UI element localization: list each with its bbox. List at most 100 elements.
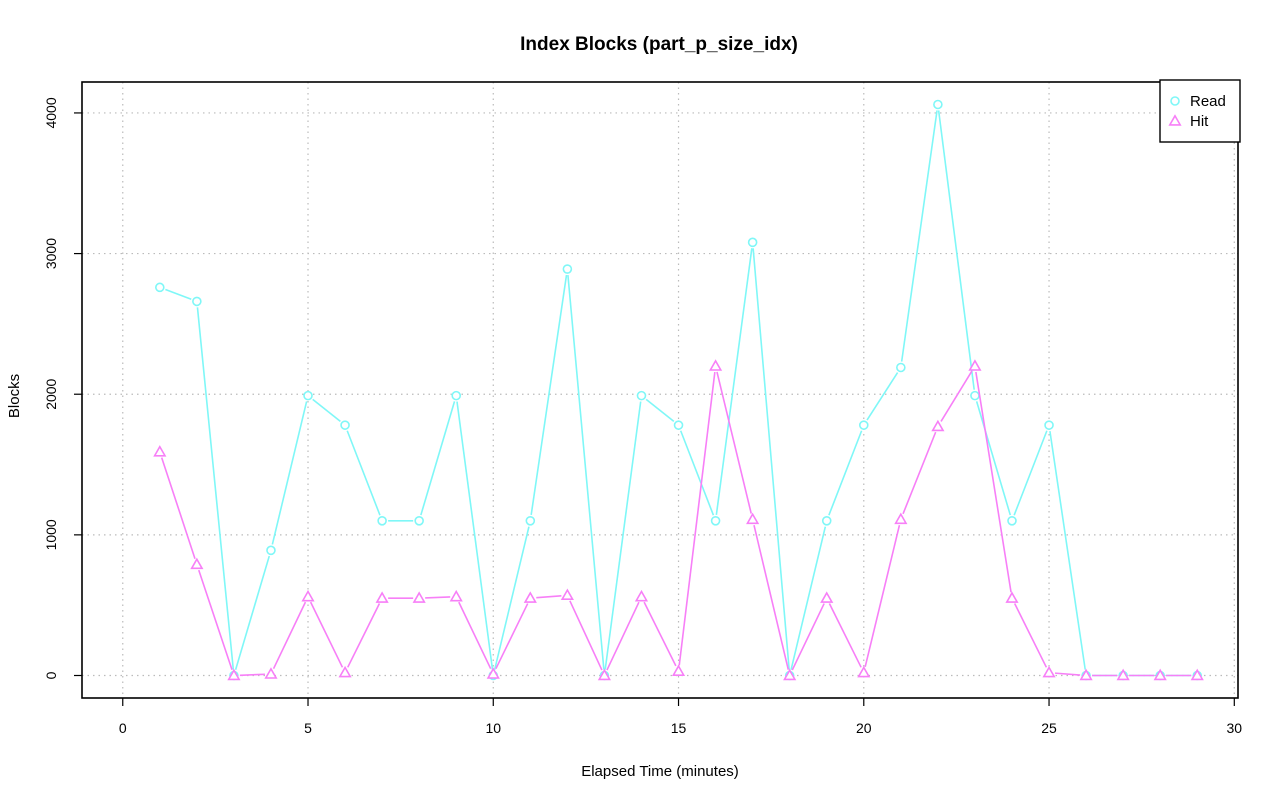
series-line-segment [420,401,456,516]
data-point-hit [153,445,167,457]
series-line-segment [309,601,344,668]
series-line-segment [272,601,307,670]
data-point-read [636,390,647,401]
data-point-hit [968,359,982,371]
data-point-hit [746,512,760,525]
series-line-segment [866,372,899,421]
data-point-hit [375,591,389,603]
series-line-segment [606,601,640,671]
data-point-read [155,282,165,293]
series-line-segment [902,431,937,515]
series-line-segment [715,248,753,515]
series-line-segment [940,370,973,422]
x-tick-label: 15 [671,720,687,736]
data-point-read [821,515,832,526]
data-point-read [340,420,350,430]
data-point-hit [1005,591,1019,603]
series-line-segment [160,457,196,559]
series-line-segment [458,601,492,670]
data-point-hit [227,668,241,681]
series-line-segment [1013,603,1048,668]
series-line-segment [312,398,341,423]
data-point-hit [449,589,463,602]
series-line-segment [197,569,233,671]
data-point-read [266,545,276,556]
data-point-hit [894,512,908,525]
data-point-hit [597,668,612,681]
series-line-segment [790,526,827,670]
y-tick-label: 3000 [43,238,59,269]
series-line-segment [456,401,494,670]
data-point-hit [1190,668,1204,681]
series-line-segment [495,603,529,670]
data-point-read [562,264,573,274]
data-point-hit [264,667,278,679]
series-line-segment [536,594,562,599]
legend-label-read: Read [1190,93,1226,110]
data-point-hit [708,359,723,371]
series-line-segment [975,401,1012,516]
series-line-segment [165,288,192,301]
series-line-segment [493,526,530,670]
data-point-read [933,99,943,110]
series-line-segment [900,110,938,362]
data-point-hit [1153,668,1167,681]
series-line-segment [530,274,568,515]
series-line-segment [425,596,451,599]
chart-title: Index Blocks (part_p_size_idx) [520,34,798,55]
plot-frame [81,81,1239,699]
data-point-read [858,420,869,430]
data-point-read [747,237,758,248]
series-line-segment [1054,672,1081,676]
series-layer [153,99,1204,681]
y-tick-label: 1000 [43,519,59,550]
series-line-segment [828,430,863,516]
data-point-read [303,390,313,401]
data-point-hit [560,588,574,601]
data-point-hit [412,591,426,603]
series-line-segment [604,401,642,670]
series-line-segment [937,110,975,390]
y-tick-label: 2000 [43,378,59,409]
data-point-read [970,390,980,401]
data-point-hit [1116,668,1130,681]
data-point-hit [486,667,500,679]
data-point-read [673,420,684,430]
series-line-segment [569,600,603,671]
series-line-segment [347,603,381,668]
series-line-segment [239,673,265,677]
data-point-read [377,515,387,526]
data-point-hit [338,665,352,678]
x-tick-label: 5 [304,720,312,736]
series-line-segment [1049,430,1087,670]
series-line-segment [271,401,308,545]
x-tick-label: 20 [856,720,872,736]
data-point-read [192,296,202,307]
series-hit [153,359,1204,681]
series-line-segment [791,603,825,671]
series-line-segment [828,603,862,668]
y-axis-label: Blocks [6,374,23,418]
series-line-segment [752,248,790,670]
data-point-hit [857,665,871,678]
data-point-hit [301,589,315,602]
x-tick-label: 30 [1227,720,1243,736]
legend: Read Hit [1159,79,1241,143]
data-point-hit [190,557,204,570]
data-point-read [710,515,721,526]
data-point-hit [820,591,834,603]
series-line-segment [643,601,677,667]
series-line-segment [196,307,235,670]
x-axis-label: Elapsed Time (minutes) [581,763,739,780]
axes: 0 5 10 15 20 25 30 0 1000 2000 3000 4000 [43,97,1242,736]
series-line-segment [346,430,381,516]
data-point-hit [1079,668,1093,681]
legend-marker-read [1170,96,1180,106]
series-line-segment [234,555,271,670]
series-line-segment [679,430,715,516]
data-point-hit [523,591,537,603]
x-tick-label: 25 [1041,720,1057,736]
series-line-segment [716,371,752,514]
series-line-segment [975,371,1012,593]
